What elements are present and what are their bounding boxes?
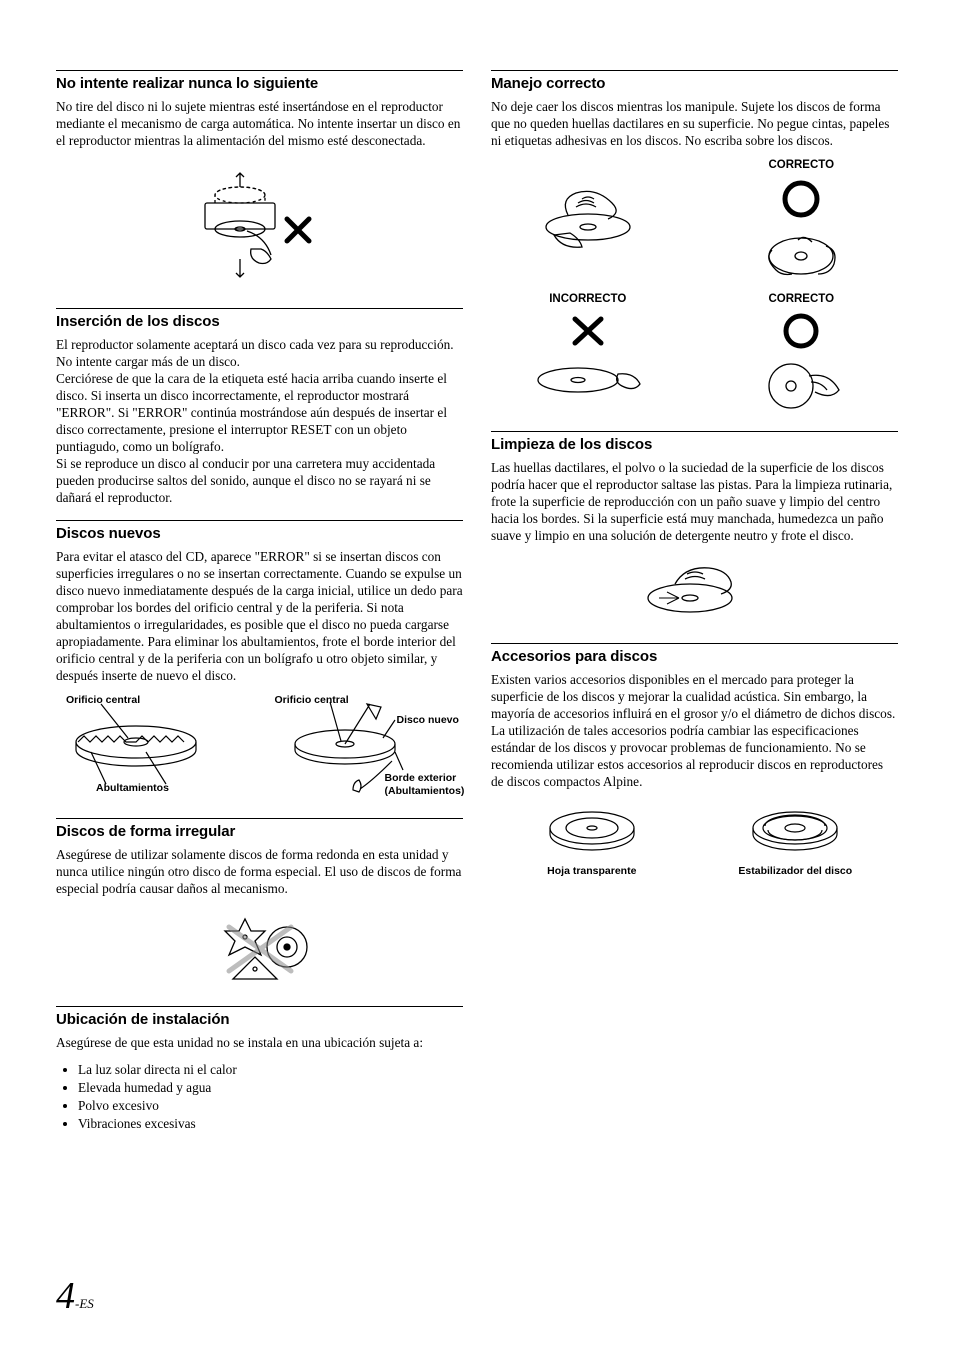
label-incorrect: INCORRECTO [549,293,626,305]
label-transparent-sheet: Hoja transparente [537,865,647,877]
label-bumps: Abultamientos [96,782,169,794]
section-irregular: Discos de forma irregular Asegúrese de u… [56,818,463,992]
figure-cleaning [491,554,898,629]
section-handling: Manejo correcto No deje caer los discos … [491,70,898,417]
list-item: Vibraciones excesivas [78,1115,463,1132]
heading: Ubicación de instalación [56,1011,463,1028]
list-item: Polvo excesivo [78,1097,463,1114]
rule [56,308,463,309]
rule [491,431,898,432]
rule [491,70,898,71]
right-column: Manejo correcto No deje caer los discos … [491,70,898,1146]
heading: Manejo correcto [491,75,898,92]
figure-handling: CORRECTO [491,159,898,417]
heading: No intente realizar nunca lo siguiente [56,75,463,92]
label-correct: CORRECTO [768,159,834,171]
heading: Discos de forma irregular [56,823,463,840]
paragraph: Las huellas dactilares, el polvo o la su… [491,459,898,544]
rule [56,70,463,71]
page-suffix: -ES [75,1296,94,1311]
paragraph: Para evitar el atasco del CD, aparece "E… [56,548,463,684]
figure-new-disc: Orificio central Abultamientos [56,694,463,804]
label-outer-edge: Borde exterior [385,772,457,784]
heading: Accesorios para discos [491,648,898,665]
list-item: La luz solar directa ni el calor [78,1061,463,1078]
section-insertion: Inserción de los discos El reproductor s… [56,308,463,506]
rule [56,1006,463,1007]
bullet-list: La luz solar directa ni el calor Elevada… [56,1061,463,1132]
figure-accessories: Hoja transparente Estabilizador de [491,800,898,877]
page-number: 4-ES [56,1274,94,1318]
paragraph: Existen varios accesorios disponibles en… [491,671,898,790]
heading: Inserción de los discos [56,313,463,330]
figure-irregular-shapes [56,907,463,992]
figure-insert-wrong [56,159,463,294]
section-location: Ubicación de instalación Asegúrese de qu… [56,1006,463,1132]
rule [491,643,898,644]
section-accessories: Accesorios para discos Existen varios ac… [491,643,898,877]
paragraph: Asegúrese de que esta unidad no se insta… [56,1034,463,1051]
paragraph: No tire del disco ni lo sujete mientras … [56,98,463,149]
label-correct-2: CORRECTO [768,293,834,305]
rule [56,520,463,521]
label-outer-bumps: (Abultamientos) [385,785,465,797]
section-never-do: No intente realizar nunca lo siguiente N… [56,70,463,294]
list-item: Elevada humedad y agua [78,1079,463,1096]
left-column: No intente realizar nunca lo siguiente N… [56,70,463,1146]
rule [56,818,463,819]
heading: Discos nuevos [56,525,463,542]
page-number-value: 4 [56,1275,75,1317]
section-new-discs: Discos nuevos Para evitar el atasco del … [56,520,463,804]
paragraph: Asegúrese de utilizar solamente discos d… [56,846,463,897]
label-disc-stabilizer: Estabilizador del disco [738,865,852,877]
paragraph: No deje caer los discos mientras los man… [491,98,898,149]
section-cleaning: Limpieza de los discos Las huellas dacti… [491,431,898,629]
heading: Limpieza de los discos [491,436,898,453]
paragraph: El reproductor solamente aceptará un dis… [56,336,463,506]
